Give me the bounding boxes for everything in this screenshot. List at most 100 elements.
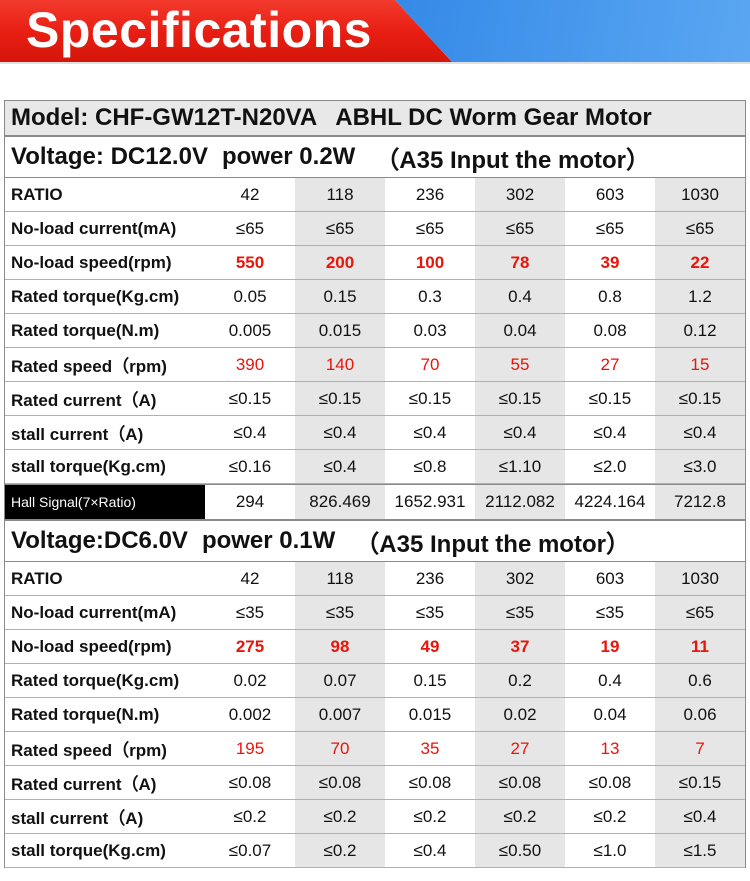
row-label: Rated speed（rpm) (5, 732, 205, 765)
table-row: Rated torque(N.m) 0.002 0.007 0.015 0.02 0.04… (5, 698, 745, 732)
table-cell: 42 (205, 178, 295, 211)
table-row: Rated torque(Kg.cm) 0.05 0.15 0.3 0.4 0.8 1.2 (5, 280, 745, 314)
table-cell: 0.06 (655, 698, 745, 731)
hall-value: 826.469 (295, 485, 385, 519)
table-row: stall current（A) ≤0.4 ≤0.4 ≤0.4 ≤0.4 ≤0.4 ≤0.4 (5, 416, 745, 450)
table-cell: 0.2 (475, 664, 565, 697)
row-label: Rated current（A) (5, 382, 205, 415)
table-cell: 118 (295, 562, 385, 595)
hall-value: 4224.164 (565, 485, 655, 519)
row-label: RATIO (5, 562, 205, 595)
row-label: No-load current(mA) (5, 596, 205, 629)
table-row: No-load speed(rpm) 550 200 100 78 39 22 (5, 246, 745, 280)
power-label: power 0.1W (201, 527, 336, 554)
table-cell: ≤0.2 (565, 800, 655, 833)
table-cell: 236 (385, 562, 475, 595)
table-cell: ≤0.4 (385, 834, 475, 867)
table-cell: ≤0.2 (295, 800, 385, 833)
table-cell: 55 (475, 348, 565, 381)
table-cell: 0.05 (205, 280, 295, 313)
table-cell: ≤0.4 (385, 416, 475, 449)
table-cell: 49 (385, 630, 475, 663)
table-cell: 0.07 (295, 664, 385, 697)
table-row: Rated current（A) ≤0.15 ≤0.15 ≤0.15 ≤0.15 ≤0.1… (5, 382, 745, 416)
table-cell: ≤0.4 (565, 416, 655, 449)
row-label: RATIO (5, 178, 205, 211)
table-cell: 200 (295, 246, 385, 279)
table-cell: ≤0.4 (295, 450, 385, 483)
table-cell: ≤0.08 (295, 766, 385, 799)
table-cell: 0.04 (475, 314, 565, 347)
table-cell: 1030 (655, 178, 745, 211)
table-cell: 0.007 (295, 698, 385, 731)
row-label: Rated torque(Kg.cm) (5, 664, 205, 697)
table-cell: ≤65 (295, 212, 385, 245)
table-cell: ≤35 (475, 596, 565, 629)
table-cell: 0.015 (385, 698, 475, 731)
table-cell: 19 (565, 630, 655, 663)
table-row: Rated torque(Kg.cm) 0.02 0.07 0.15 0.2 0.4 0.6 (5, 664, 745, 698)
table-cell: ≤0.4 (295, 416, 385, 449)
table-row: Rated torque(N.m) 0.005 0.015 0.03 0.04 0.08 0… (5, 314, 745, 348)
table-cell: 35 (385, 732, 475, 765)
spec-sheet: Model: CHF-GW12T-N20VA ABHL DC Worm Gear… (4, 100, 746, 868)
table-cell: 302 (475, 562, 565, 595)
table-cell: 100 (385, 246, 475, 279)
input-note: （A35 Input the motor） (355, 530, 630, 558)
table-cell: 42 (205, 562, 295, 595)
table-cell: ≤0.08 (565, 766, 655, 799)
table-cell: 236 (385, 178, 475, 211)
table-row: No-load speed(rpm) 275 98 49 37 19 11 (5, 630, 745, 664)
table-cell: ≤35 (565, 596, 655, 629)
table-cell: ≤3.0 (655, 450, 745, 483)
row-label: Rated torque(N.m) (5, 314, 205, 347)
table-cell: 0.02 (205, 664, 295, 697)
table-cell: 0.02 (475, 698, 565, 731)
table-cell: 140 (295, 348, 385, 381)
table-row: No-load current(mA) ≤65 ≤65 ≤65 ≤65 ≤65 ≤65 (5, 212, 745, 246)
table-cell: 0.04 (565, 698, 655, 731)
table-cell: 390 (205, 348, 295, 381)
table-cell: ≤0.50 (475, 834, 565, 867)
table-cell: 0.8 (565, 280, 655, 313)
row-label: No-load speed(rpm) (5, 630, 205, 663)
table-row: stall current（A) ≤0.2 ≤0.2 ≤0.2 ≤0.2 ≤0.2 ≤0.4 (5, 800, 745, 834)
table-cell: 0.12 (655, 314, 745, 347)
table-row: RATIO 42 118 236 302 603 1030 (5, 562, 745, 596)
table-cell: 275 (205, 630, 295, 663)
table-cell: ≤0.4 (655, 800, 745, 833)
table-row: stall torque(Kg.cm) ≤0.07 ≤0.2 ≤0.4 ≤0.50 ≤1.… (5, 834, 745, 868)
table-row: Rated speed（rpm) 390 140 70 55 27 15 (5, 348, 745, 382)
table-cell: 0.03 (385, 314, 475, 347)
table-cell: ≤0.2 (205, 800, 295, 833)
table-cell: ≤1.5 (655, 834, 745, 867)
table-cell: ≤0.15 (655, 766, 745, 799)
table-cell: 0.08 (565, 314, 655, 347)
table-cell: 39 (565, 246, 655, 279)
banner-blue-panel (395, 0, 750, 62)
hall-value: 1652.931 (385, 485, 475, 519)
banner-red-panel (0, 0, 452, 62)
model-row: Model: CHF-GW12T-N20VA ABHL DC Worm Gear… (5, 100, 745, 136)
table-cell: ≤0.15 (475, 382, 565, 415)
row-label: No-load speed(rpm) (5, 246, 205, 279)
table-row: Rated current（A) ≤0.08 ≤0.08 ≤0.08 ≤0.08 ≤0.0… (5, 766, 745, 800)
voltage-header-6v: Voltage:DC6.0V power 0.1W （A35 Input the… (5, 520, 745, 562)
table-cell: ≤0.4 (205, 416, 295, 449)
hall-value: 7212.8 (655, 485, 745, 519)
banner-title: Specifications (26, 2, 372, 58)
power-label: power 0.2W (221, 143, 356, 170)
table-cell: ≤0.08 (205, 766, 295, 799)
table-cell: ≤0.2 (295, 834, 385, 867)
table-cell: 70 (385, 348, 475, 381)
table-cell: 0.005 (205, 314, 295, 347)
table-cell: 195 (205, 732, 295, 765)
table-cell: ≤2.0 (565, 450, 655, 483)
table-cell: ≤65 (475, 212, 565, 245)
table-cell: 0.4 (565, 664, 655, 697)
spec-table-6v: RATIO 42 118 236 302 603 1030 No-load current(m… (5, 562, 745, 868)
table-cell: 78 (475, 246, 565, 279)
hall-signal-label: Hall Signal(7×Ratio) (5, 485, 205, 519)
table-cell: ≤0.2 (385, 800, 475, 833)
row-label: Rated torque(Kg.cm) (5, 280, 205, 313)
